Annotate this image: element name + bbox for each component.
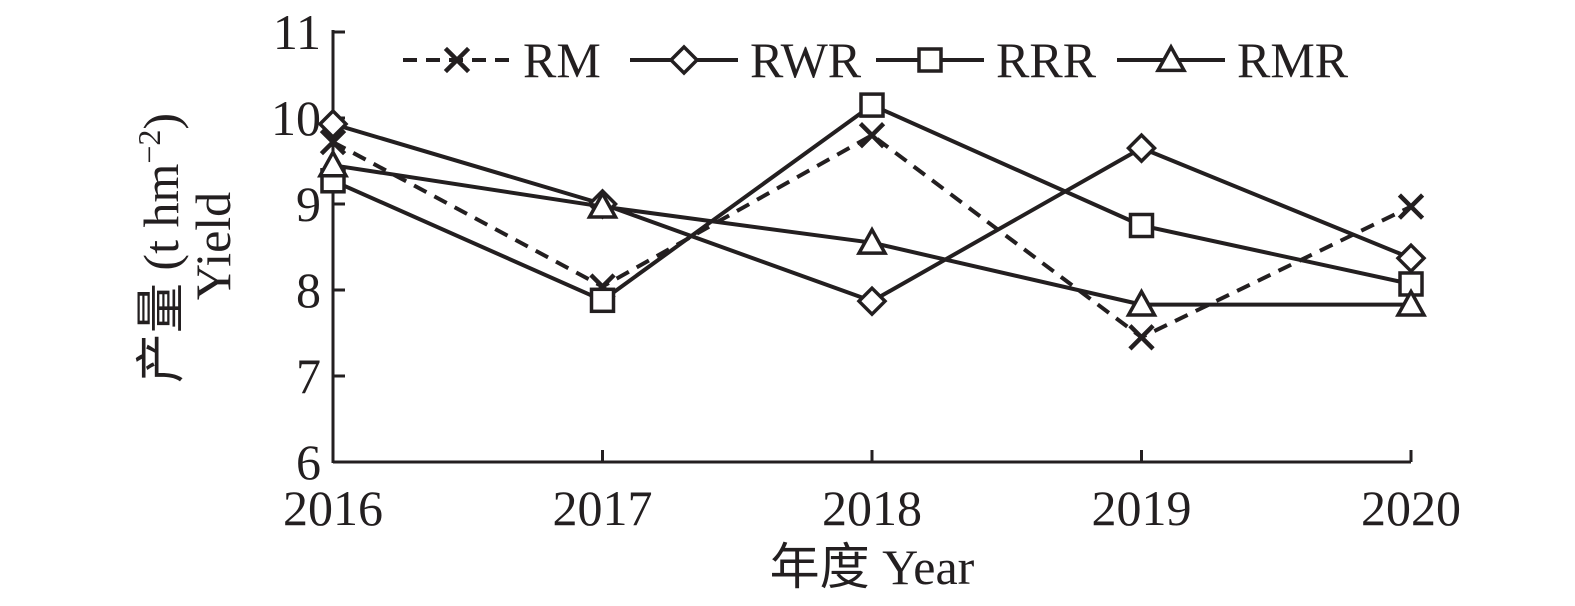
legend-item-rrr: RRR — [876, 32, 1097, 88]
y-axis-title-line2: Yield — [185, 192, 241, 300]
y-tick-label: 6 — [296, 434, 321, 490]
series-rrr — [320, 92, 1424, 314]
data-point-rmr — [1125, 288, 1158, 317]
y-axis-title-line1: 产量 (t hm — [133, 164, 189, 384]
legend-item-rmr: RMR — [1117, 32, 1349, 88]
legend-label: RRR — [996, 32, 1097, 88]
legend-swatch-marker — [668, 44, 700, 76]
data-point-rm — [319, 128, 347, 156]
data-point-rwr — [1395, 242, 1427, 274]
svg-text:产量 (t hm−2): 产量 (t hm−2) — [131, 113, 189, 383]
x-tick-label: 2018 — [822, 480, 922, 536]
series-line-rwr — [332, 122, 1412, 304]
legend-swatch-marker — [917, 47, 943, 73]
legend: RM RWR RRR RMR — [403, 32, 1349, 88]
data-point-rwr — [856, 285, 888, 317]
y-tick-label: 8 — [296, 262, 321, 318]
data-point-rmr — [317, 148, 349, 178]
legend-item-rwr: RWR — [630, 32, 862, 88]
y-tick-label: 11 — [273, 4, 321, 60]
series-group — [317, 92, 1427, 351]
legend-swatch-marker — [1155, 43, 1187, 73]
y-ticks: 6 7 8 9 10 11 — [271, 4, 345, 490]
series-rwr — [317, 108, 1427, 317]
x-tick-label: 2016 — [283, 480, 383, 536]
x-tick-label: 2017 — [553, 480, 653, 536]
data-point-rmr — [586, 189, 619, 219]
legend-label: RM — [523, 32, 601, 88]
data-point-rm — [1128, 324, 1155, 351]
x-tick-label: 2019 — [1092, 480, 1192, 536]
y-tick-label: 10 — [271, 90, 321, 146]
legend-swatch-marker — [443, 46, 471, 74]
data-point-rwr — [317, 108, 349, 140]
y-tick-label: 7 — [296, 348, 321, 404]
y-tick-label: 9 — [296, 176, 321, 232]
data-point-rmr — [856, 226, 888, 255]
series-rmr — [317, 148, 1427, 317]
legend-item-rm: RM — [403, 32, 601, 88]
data-point-rm — [858, 122, 886, 149]
legend-label: RWR — [750, 32, 862, 88]
x-tick-label: 2020 — [1361, 480, 1461, 536]
x-axis-title: 年度 Year — [770, 539, 975, 595]
y-axis-title: 产量 (t hm−2) — [131, 113, 189, 383]
x-ticks: 2016 2017 2018 2019 2020 — [283, 450, 1461, 536]
y-axis-title-superscript: −2 — [131, 130, 167, 164]
data-point-rrr — [859, 92, 885, 118]
y-axis-title-line1-end: ) — [133, 113, 189, 130]
data-point-rwr — [1126, 132, 1157, 164]
data-point-rrr — [589, 287, 616, 314]
data-point-rrr — [1128, 212, 1155, 239]
legend-label: RMR — [1237, 32, 1349, 88]
data-point-rmr — [1395, 288, 1427, 317]
data-point-rm — [1397, 193, 1425, 220]
series-rm — [319, 122, 1425, 351]
